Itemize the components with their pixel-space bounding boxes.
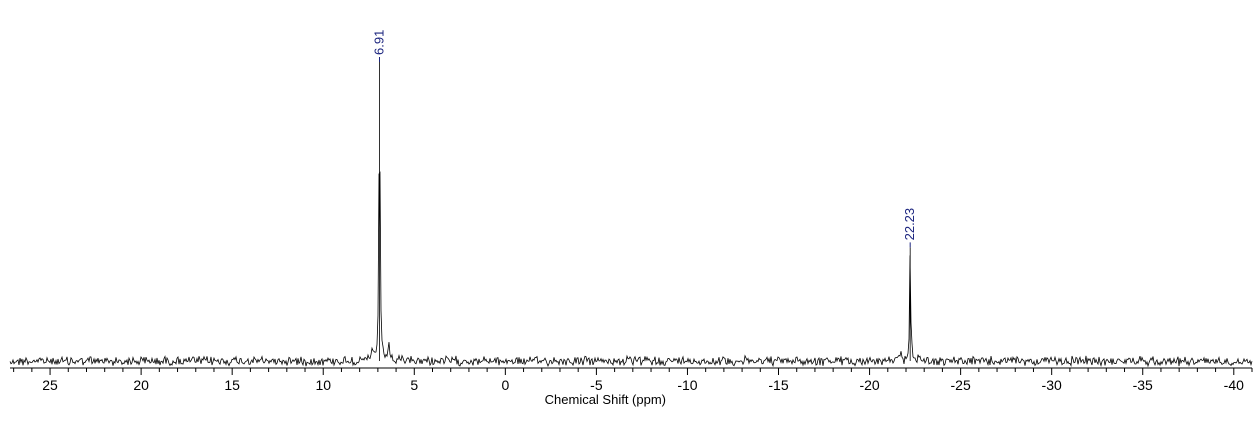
peak-labels: 6.91 22.23 xyxy=(372,30,917,248)
x-tick-label: -5 xyxy=(590,377,603,393)
x-tick-label: -30 xyxy=(1042,377,1062,393)
x-tick-label: -35 xyxy=(1133,377,1153,393)
x-axis-title: Chemical Shift (ppm) xyxy=(545,392,666,407)
spectrum-line xyxy=(9,62,1253,368)
x-tick-label: 20 xyxy=(133,377,149,393)
x-tick-label: 5 xyxy=(410,377,418,393)
x-tick-label: 0 xyxy=(501,377,509,393)
x-tick-label: -40 xyxy=(1224,377,1244,393)
x-tick-label: -15 xyxy=(768,377,788,393)
x-tick-label: -20 xyxy=(859,377,879,393)
x-tick-label: -25 xyxy=(951,377,971,393)
x-axis: 25 20 15 10 5 0 -5 -10 -15 -20 -25 -30 -35 -40 Chemic… xyxy=(10,367,1253,407)
x-tick-label: 15 xyxy=(224,377,240,393)
plot-area: 6.91 22.23 xyxy=(9,30,1253,368)
x-tick-label: 25 xyxy=(42,377,58,393)
peak-label: 22.23 xyxy=(902,208,917,241)
x-tick-label: -10 xyxy=(677,377,697,393)
x-axis-ticks: 25 20 15 10 5 0 -5 -10 -15 -20 -25 -30 -35 -40 xyxy=(13,368,1253,393)
peak-label: 6.91 xyxy=(372,30,387,55)
x-tick-label: 10 xyxy=(315,377,331,393)
